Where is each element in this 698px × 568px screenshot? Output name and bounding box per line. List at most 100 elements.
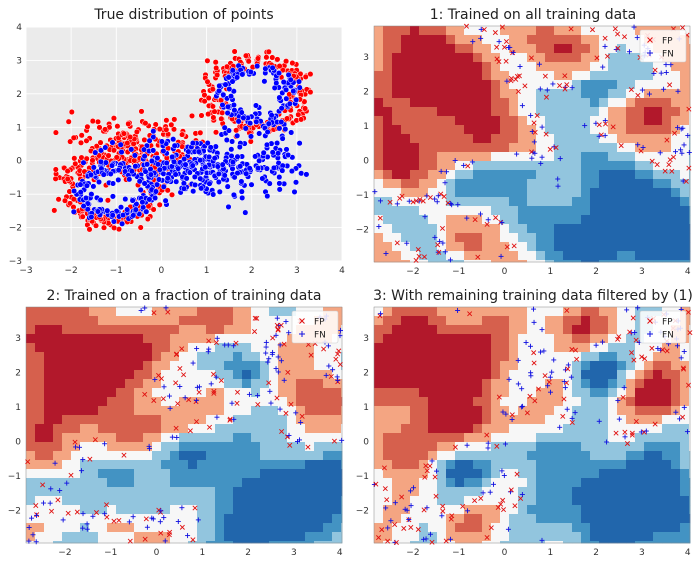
- contour-cell: [500, 197, 510, 207]
- contour-cell: [572, 215, 582, 225]
- data-point: [141, 180, 148, 187]
- contour-cell: [251, 523, 261, 533]
- data-point: [109, 193, 116, 200]
- contour-cell: [107, 397, 117, 407]
- contour-cell: [143, 451, 153, 461]
- contour-cell: [437, 415, 447, 425]
- contour-cell: [305, 397, 315, 407]
- contour-cell: [383, 242, 393, 252]
- contour-cell: [251, 487, 261, 497]
- fp-marker: [93, 510, 99, 516]
- contour-cell: [296, 379, 306, 389]
- contour-cell: [527, 224, 537, 234]
- contour-cell: [491, 233, 501, 243]
- contour-cell: [599, 343, 609, 353]
- fp-marker: [173, 425, 179, 431]
- fp-marker-stroke: [274, 395, 280, 401]
- contour-cell: [617, 71, 627, 81]
- contour-cell: [170, 325, 180, 335]
- fp-marker: [206, 424, 213, 430]
- contour-cell: [635, 397, 645, 407]
- fp-marker-stroke: [547, 146, 553, 152]
- contour-cell: [617, 224, 627, 234]
- contour-cell: [617, 179, 627, 189]
- contour-cell: [392, 307, 402, 317]
- contour-cell: [446, 152, 456, 162]
- contour-cell: [527, 307, 537, 317]
- contour-cell: [455, 251, 465, 261]
- fp-marker: [394, 240, 400, 246]
- fn-marker: [146, 443, 152, 449]
- contour-cell: [179, 478, 189, 488]
- contour-cell: [626, 251, 636, 261]
- data-point: [183, 175, 190, 182]
- contour-cell: [599, 415, 609, 425]
- contour-cell: [314, 514, 324, 524]
- contour-cell: [260, 361, 270, 371]
- fn-marker: [539, 124, 545, 130]
- contour-cell: [278, 424, 288, 434]
- fn-marker: [448, 201, 454, 207]
- contour-cell: [134, 343, 144, 353]
- contour-cell: [554, 107, 564, 117]
- fn-marker: [138, 308, 144, 314]
- contour-cell: [410, 352, 420, 362]
- contour-cell: [188, 424, 198, 434]
- contour-cell: [527, 242, 537, 252]
- contour-cell: [554, 334, 564, 344]
- fp-marker-stroke: [175, 401, 181, 407]
- fp-marker-stroke: [287, 442, 293, 448]
- contour-cell: [500, 206, 510, 216]
- contour-cell: [662, 406, 672, 416]
- contour-cell: [644, 233, 654, 243]
- fp-marker-stroke: [562, 73, 568, 79]
- fp-marker-stroke: [196, 389, 202, 395]
- contour-cell: [89, 307, 99, 317]
- contour-cell: [107, 514, 117, 524]
- contour-cell: [500, 89, 510, 99]
- contour-cell: [260, 343, 270, 353]
- contour-cell: [401, 352, 411, 362]
- contour-cell: [392, 188, 402, 198]
- contour-cell: [161, 487, 171, 497]
- contour-cell: [626, 62, 636, 72]
- data-point: [171, 142, 178, 149]
- data-point: [127, 134, 134, 141]
- contour-cell: [341, 379, 343, 389]
- contour-cell: [152, 442, 162, 452]
- contour-cell: [428, 35, 438, 45]
- contour-cell: [401, 62, 411, 72]
- contour-cell: [278, 352, 288, 362]
- contour-cell: [545, 152, 555, 162]
- contour-cell: [224, 532, 234, 542]
- contour-cell: [599, 125, 609, 135]
- contour-cell: [215, 442, 225, 452]
- contour-cell: [473, 143, 483, 153]
- contour-cell: [305, 505, 315, 515]
- contour-cell: [125, 424, 135, 434]
- contour-cell: [464, 334, 474, 344]
- data-point: [104, 197, 111, 204]
- contour-cell: [545, 62, 555, 72]
- contour-cell: [26, 307, 36, 317]
- contour-cell: [464, 397, 474, 407]
- contour-cell: [572, 107, 582, 117]
- data-point: [97, 196, 104, 204]
- contour-cell: [269, 532, 279, 542]
- fp-marker: [211, 388, 217, 394]
- contour-cell: [590, 251, 600, 261]
- fp-marker-stroke: [441, 193, 447, 199]
- contour-cell: [161, 523, 171, 533]
- data-point: [137, 186, 144, 193]
- contour-cell: [224, 514, 234, 524]
- fp-marker: [299, 413, 305, 419]
- contour-cell: [617, 379, 627, 389]
- contour-cell: [26, 343, 36, 353]
- contour-cell: [437, 388, 447, 398]
- contour-cell: [419, 224, 429, 234]
- fp-marker-stroke: [670, 154, 677, 160]
- contour-cell: [617, 197, 627, 207]
- contour-cell: [314, 370, 324, 380]
- contour-cell: [527, 26, 537, 36]
- contour-cell: [626, 215, 636, 225]
